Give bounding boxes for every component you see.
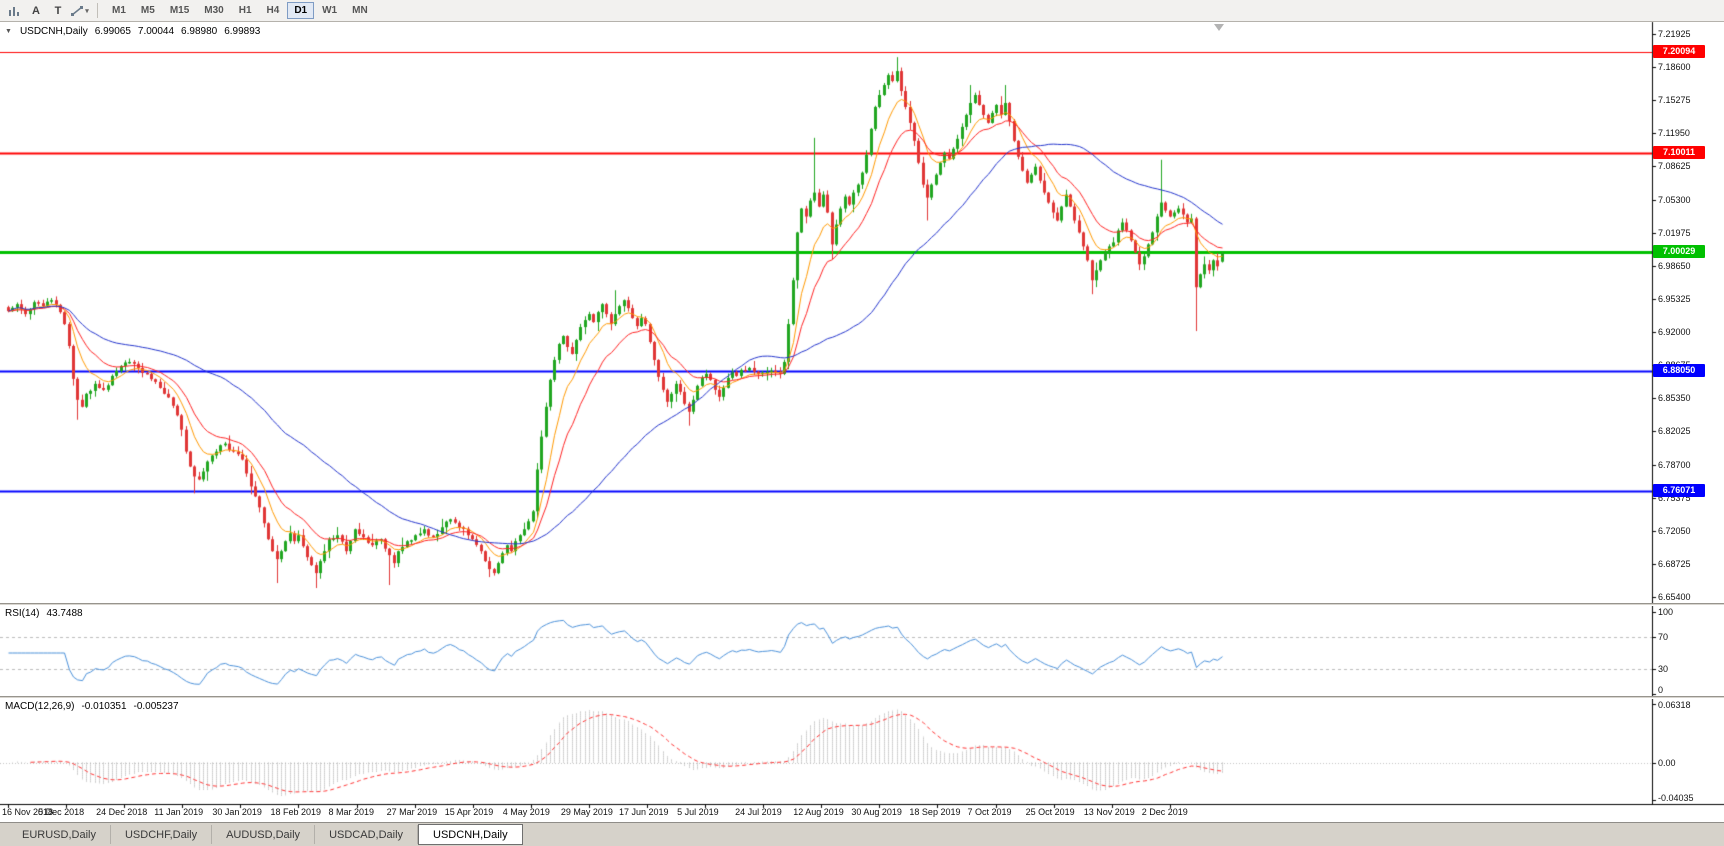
text-tool-icon[interactable]: T (48, 2, 68, 20)
toolbar: A T ▾ M1 M5 M15 M30 H1 H4 D1 W1 MN (0, 0, 1724, 22)
chart-tab-USDCAD[interactable]: USDCAD,Daily (315, 825, 419, 844)
bar-chart-glyph (8, 6, 19, 16)
timeframe-button-M5[interactable]: M5 (140, 5, 155, 16)
chevron-down-icon: ▾ (85, 7, 89, 15)
cursor-icon[interactable]: A (26, 2, 46, 20)
timeframe-button-D1[interactable]: D1 (287, 2, 315, 19)
chart-window-icon[interactable] (4, 2, 24, 20)
chart-tabs-bar: EURUSD,Daily USDCHF,Daily AUDUSD,Daily USDC… (0, 822, 1724, 846)
chart-tab-EURUSD[interactable]: EURUSD,Daily (8, 825, 111, 844)
chart-tab-USDCNH[interactable]: USDCNH,Daily (418, 824, 523, 845)
timeframes-group: M1 M5 M15 M30 H1 H4 D1 W1 MN (105, 2, 375, 19)
line-studies-icon[interactable]: ▾ (70, 2, 90, 20)
toolbar-separator (97, 3, 98, 18)
timeframe-button-M1[interactable]: M1 (112, 5, 126, 16)
timeframe-button-H1[interactable]: H1 (238, 5, 252, 16)
timeframe-button-H4[interactable]: H4 (266, 5, 280, 16)
timeframe-button-W1[interactable]: W1 (322, 5, 338, 16)
timeframe-button-M30[interactable]: M30 (204, 5, 224, 16)
timeframe-button-MN[interactable]: MN (352, 5, 368, 16)
trendline-glyph (71, 5, 84, 16)
timeframe-button-M15[interactable]: M15 (169, 5, 190, 16)
chart-tab-AUDUSD[interactable]: AUDUSD,Daily (212, 825, 316, 844)
chart-tab-USDCHF[interactable]: USDCHF,Daily (111, 825, 213, 844)
